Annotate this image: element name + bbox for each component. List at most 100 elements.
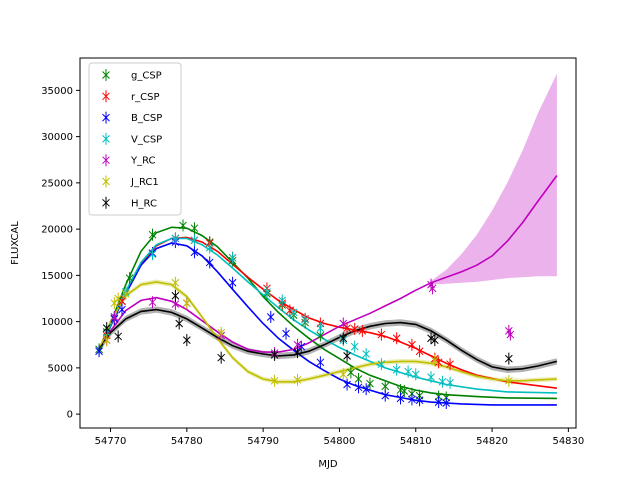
v-csp-point (316, 322, 325, 335)
legend-marker (102, 175, 110, 188)
b-csp-point (266, 311, 275, 323)
legend-item-b-csp: B_CSP (102, 111, 162, 124)
h-rc-point (504, 352, 513, 365)
v-csp-point (377, 358, 386, 371)
y-tick-label: 10000 (41, 317, 73, 328)
v-csp-point (190, 234, 199, 247)
r-csp-point (446, 358, 454, 371)
y-axis-label: FLUXCAL (10, 221, 21, 265)
x-tick-label: 54790 (247, 436, 279, 447)
uncertainty-bands (99, 73, 557, 385)
legend-item-y-rc: Y_RC (102, 154, 156, 167)
r-csp-point (350, 323, 359, 336)
y-rc-point (339, 317, 348, 330)
v-csp-point (438, 375, 447, 388)
y-tick-label: 0 (67, 410, 73, 421)
legend-item-j-rc1: J_RC1 (102, 175, 159, 188)
legend-item-g-csp: g_CSP (102, 69, 162, 82)
y-axis-ticks: 0 5000 10000 15000 20000 25000 30000 35000 (41, 86, 80, 421)
v-csp-point (362, 348, 371, 360)
x-tick-label: 54800 (324, 436, 356, 447)
b-csp-point (297, 340, 306, 353)
x-axis-ticks: 54770 54780 54790 54800 54810 54820 54830 (95, 428, 584, 447)
legend-marker (102, 111, 110, 124)
b-csp-point (343, 378, 351, 391)
b-csp-point (354, 381, 363, 394)
g-csp-point (148, 228, 157, 241)
y-tick-label: 30000 (41, 132, 73, 143)
g-csp-point (347, 366, 355, 379)
legend-label: J_RC1 (130, 177, 159, 188)
v-csp-point (427, 371, 435, 384)
b-csp-point (205, 256, 214, 269)
legend-label: g_CSP (131, 71, 162, 82)
b-csp-curve (98, 242, 557, 406)
j-rc1-point (270, 374, 279, 387)
j-rc1-curve (98, 281, 557, 383)
v-csp-point (278, 294, 287, 307)
legend-label: H_RC (131, 198, 157, 209)
g-csp-point (179, 219, 187, 232)
v-csp-point (205, 241, 214, 254)
y-rc-band (431, 73, 557, 285)
h-rc-curve (98, 308, 558, 371)
h-rc-point (102, 322, 111, 335)
legend-marker (102, 90, 110, 103)
legend-item-r-csp: r_CSP (102, 90, 159, 103)
data-markers (95, 219, 515, 410)
r-csp-point (358, 324, 367, 337)
b-csp-point (434, 396, 443, 409)
v-csp-point (171, 232, 180, 245)
g-csp-curve (98, 226, 557, 400)
y-rc-point (148, 296, 157, 309)
v-csp-point (301, 313, 309, 326)
y-tick-label: 25000 (41, 178, 73, 189)
j-rc1-point (504, 374, 513, 387)
v-csp-point (263, 286, 271, 299)
legend-item-v-csp: V_CSP (102, 132, 162, 145)
x-tick-label: 54780 (171, 436, 203, 447)
h-rc-band (99, 306, 557, 373)
y-tick-label: 20000 (41, 225, 73, 236)
h-rc-point (270, 348, 279, 361)
b-csp-point (95, 345, 103, 358)
legend-box (88, 62, 182, 216)
legend-item-h-rc: H_RC (102, 196, 157, 209)
y-tick-label: 15000 (41, 271, 73, 282)
y-rc-curve (98, 175, 558, 353)
h-rc-point (182, 334, 191, 347)
y-rc-point (110, 311, 119, 323)
h-rc-point (430, 334, 439, 347)
v-csp-point (404, 365, 412, 378)
j-rc1-point (293, 373, 302, 386)
b-csp-point (381, 389, 390, 402)
legend-label: Y_RC (130, 156, 156, 167)
h-rc-point (171, 289, 180, 302)
x-tick-label: 54830 (552, 436, 584, 447)
b-csp-point (362, 383, 371, 396)
g-csp-point (190, 222, 199, 235)
g-csp-point (400, 385, 409, 397)
legend-label: B_CSP (131, 113, 162, 124)
legend-label: V_CSP (131, 134, 162, 145)
r-csp-point (377, 328, 386, 341)
j-rc1-point (110, 297, 119, 310)
v-csp-point (350, 340, 359, 353)
plot-frame (79, 57, 577, 429)
v-csp-point (392, 363, 401, 376)
r-csp-point (392, 332, 401, 345)
x-tick-label: 54810 (400, 436, 432, 447)
j-rc1-point (182, 297, 191, 310)
x-tick-label: 54820 (476, 436, 508, 447)
b-csp-point (408, 393, 416, 406)
g-csp-point (366, 377, 374, 390)
j-rc1-point (217, 326, 226, 339)
b-csp-point (442, 397, 451, 410)
j-rc1-point (121, 287, 130, 300)
v-csp-point (289, 306, 298, 319)
y-rc-point (428, 282, 437, 295)
y-rc-point (506, 328, 515, 341)
b-csp-point (316, 356, 325, 369)
x-axis-label: MJD (318, 459, 338, 470)
j-rc1-point (102, 334, 111, 347)
